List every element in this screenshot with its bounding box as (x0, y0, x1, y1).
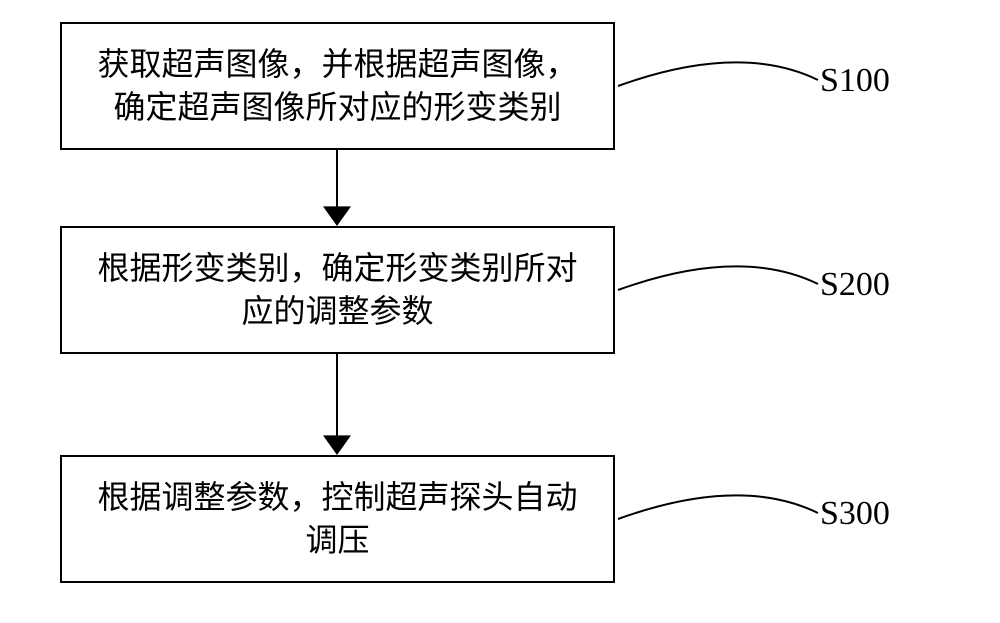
label-connector-curve (616, 40, 820, 88)
flow-step-text: 获取超声图像，并根据超声图像，确定超声图像所对应的形变类别 (97, 43, 577, 129)
label-connector-curve (616, 473, 820, 521)
flow-step-text: 根据调整参数，控制超声探头自动调压 (97, 476, 577, 562)
flow-arrow-icon (323, 150, 351, 226)
step-label: S300 (820, 495, 890, 533)
flow-step-text: 根据形变类别，确定形变类别所对应的调整参数 (97, 247, 577, 333)
flow-arrow-icon (323, 354, 351, 455)
flow-step-box: 获取超声图像，并根据超声图像，确定超声图像所对应的形变类别 (60, 22, 615, 150)
flow-step-box: 根据形变类别，确定形变类别所对应的调整参数 (60, 226, 615, 354)
step-label: S100 (820, 62, 890, 100)
step-label: S200 (820, 266, 890, 304)
flow-step-box: 根据调整参数，控制超声探头自动调压 (60, 455, 615, 583)
label-connector-curve (616, 244, 820, 292)
